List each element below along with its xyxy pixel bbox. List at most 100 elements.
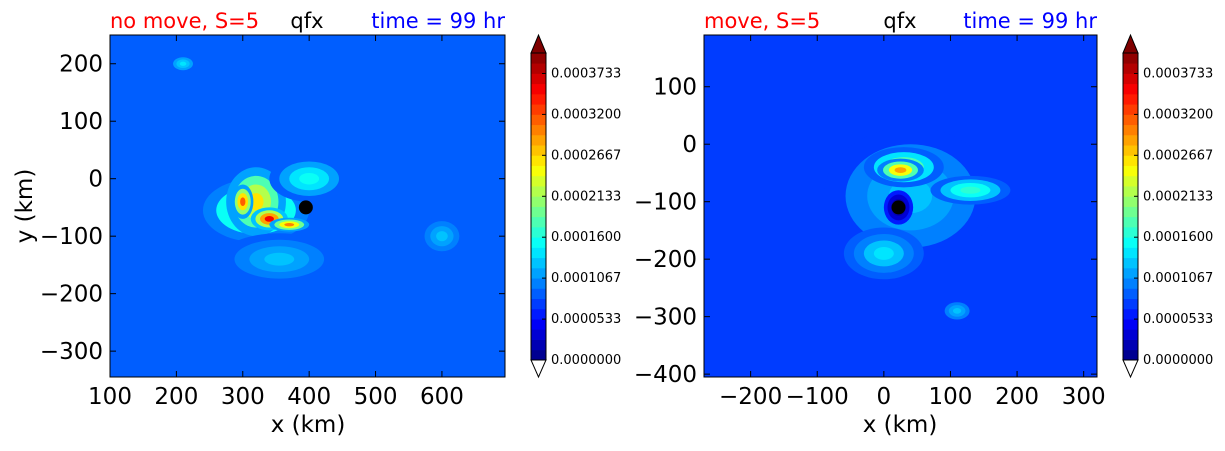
colorbar-tick-label: 0.0003200 bbox=[1143, 107, 1213, 122]
colorbar-segment bbox=[1123, 237, 1138, 248]
panel-no-move: 100 200 300 400 500 600 200 100 0 −100 −200 −300 no… bbox=[12, 9, 621, 438]
colorbar-frame bbox=[530, 52, 547, 361]
x-tick-label: 100 bbox=[929, 384, 973, 410]
colorbar-segment bbox=[531, 298, 546, 310]
colorbar-tick-label: 0.0000000 bbox=[551, 353, 621, 368]
colorbar-segment bbox=[531, 83, 546, 95]
colorbar-segment bbox=[1123, 145, 1138, 156]
colorbar-segment bbox=[1123, 216, 1138, 228]
contour-region bbox=[299, 172, 320, 185]
colorbar-segment bbox=[531, 145, 546, 156]
colorbar-segment bbox=[1123, 349, 1138, 361]
colorbar-tick-label: 0.0002133 bbox=[1143, 189, 1213, 204]
colorbar-segment bbox=[531, 329, 546, 340]
contour-region bbox=[179, 61, 187, 66]
x-tick-label: 600 bbox=[420, 384, 464, 410]
x-axis-label: x (km) bbox=[863, 412, 938, 438]
colorbar-segment bbox=[531, 165, 546, 177]
colorbar-segment bbox=[1123, 175, 1138, 187]
colorbar: 0.0000000 0.0000533 0.0001067 0.0001600 0.00… bbox=[530, 33, 621, 379]
y-tick-label: 200 bbox=[59, 52, 103, 78]
colorbar-segment bbox=[531, 308, 546, 320]
colorbar-segment bbox=[531, 186, 546, 197]
colorbar-segment bbox=[1123, 329, 1138, 340]
colorbar-segment bbox=[1123, 308, 1138, 320]
y-tick-label: −300 bbox=[40, 339, 103, 365]
colorbar-segment bbox=[1123, 196, 1138, 207]
contour-region bbox=[894, 167, 907, 173]
colorbar-segment bbox=[1123, 339, 1138, 351]
colorbar: 0.0000000 0.0000533 0.0001067 0.0001600 0.00… bbox=[1122, 33, 1213, 379]
colorbar-tick-label: 0.0002667 bbox=[551, 148, 621, 163]
colorbar-segment bbox=[1123, 186, 1138, 197]
x-tick-label: 200 bbox=[995, 384, 1039, 410]
y-tick-label: −200 bbox=[40, 282, 103, 308]
colorbar-tick-label: 0.0002133 bbox=[551, 189, 621, 204]
storm-center-marker bbox=[891, 200, 906, 215]
colorbar-segment bbox=[531, 247, 546, 259]
title-center: qfx bbox=[883, 9, 916, 33]
x-tick-label: 100 bbox=[88, 384, 132, 410]
colorbar-segment bbox=[531, 278, 546, 289]
colorbar-extend-max bbox=[1122, 33, 1139, 54]
axis-ticks: 100 200 300 400 500 600 200 100 0 −100 −200 −300 bbox=[40, 35, 505, 410]
x-tick-label: 400 bbox=[287, 384, 331, 410]
colorbar-tick-label: 0.0000533 bbox=[551, 312, 621, 327]
colorbar-tick-label: 0.0002667 bbox=[1143, 148, 1213, 163]
heatmap-plot bbox=[110, 35, 505, 377]
colorbar-segment bbox=[1123, 165, 1138, 177]
colorbar-segment bbox=[531, 134, 546, 146]
colorbar-segment bbox=[531, 267, 546, 279]
contour-region bbox=[264, 252, 295, 266]
colorbar-segment bbox=[531, 206, 546, 218]
colorbar-tick-label: 0.0003733 bbox=[1143, 66, 1213, 81]
colorbar-tick-label: 0.0001067 bbox=[1143, 271, 1213, 286]
y-tick-label: −200 bbox=[634, 247, 697, 273]
colorbar-segment bbox=[1123, 278, 1138, 289]
colorbar-segment bbox=[1123, 267, 1138, 279]
colorbar-tick-label: 0.0001067 bbox=[551, 271, 621, 286]
colorbar-segment bbox=[1123, 63, 1138, 74]
colorbar-segment bbox=[531, 155, 546, 166]
colorbar-segment bbox=[1123, 73, 1138, 85]
y-axis-label: y (km) bbox=[12, 169, 38, 244]
contour-region bbox=[960, 186, 981, 194]
colorbar-segment bbox=[1123, 319, 1138, 330]
plot-frame bbox=[703, 34, 1098, 378]
colorbar-segment bbox=[1123, 298, 1138, 310]
y-tick-label: −400 bbox=[634, 362, 697, 388]
colorbar-segment bbox=[531, 288, 546, 299]
x-axis-label: x (km) bbox=[271, 412, 346, 438]
colorbar-tick-label: 0.0001600 bbox=[551, 230, 621, 245]
colorbar-segment bbox=[531, 196, 546, 207]
colorbar-segment bbox=[1123, 83, 1138, 95]
x-tick-label: 500 bbox=[354, 384, 398, 410]
colorbar-segment bbox=[531, 93, 546, 105]
contour-region bbox=[952, 308, 962, 314]
colorbar-tick-label: 0.0003733 bbox=[551, 66, 621, 81]
colorbar-segment bbox=[1123, 93, 1138, 105]
storm-center-marker bbox=[298, 200, 313, 215]
colorbar-tick-label: 0.0001600 bbox=[1143, 230, 1213, 245]
colorbar-segment bbox=[531, 257, 546, 269]
colorbar-segment bbox=[1123, 104, 1138, 115]
x-tick-label: 200 bbox=[154, 384, 198, 410]
y-tick-label: −300 bbox=[634, 305, 697, 331]
x-tick-label: 300 bbox=[1062, 384, 1106, 410]
colorbar-extend-max bbox=[530, 33, 547, 54]
colorbar-tick-label: 0.0003200 bbox=[551, 107, 621, 122]
colorbar-segment bbox=[531, 226, 546, 238]
contour-region bbox=[240, 197, 246, 206]
contour-region bbox=[873, 246, 894, 260]
y-tick-label: −100 bbox=[40, 224, 103, 250]
colorbar-segment bbox=[531, 175, 546, 187]
colorbar-segment bbox=[1123, 124, 1138, 136]
title-right: time = 99 hr bbox=[371, 9, 505, 33]
x-tick-label: −200 bbox=[719, 384, 782, 410]
title-left: no move, S=5 bbox=[110, 9, 259, 33]
colorbar-extend-min bbox=[530, 359, 547, 379]
title-left: move, S=5 bbox=[704, 9, 820, 33]
colorbar-segment bbox=[531, 124, 546, 136]
